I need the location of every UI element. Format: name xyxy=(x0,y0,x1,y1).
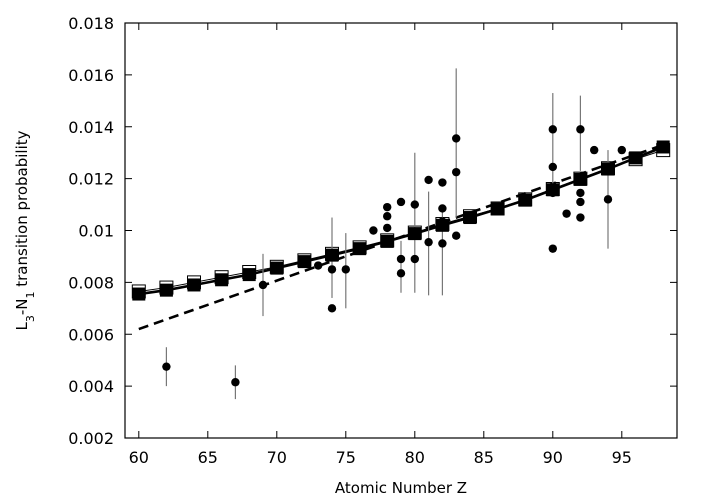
data-point xyxy=(341,265,350,274)
data-point xyxy=(548,244,557,253)
y-tick-label: 0.01 xyxy=(78,222,114,241)
data-point xyxy=(617,145,626,155)
x-tick-label: 60 xyxy=(129,448,149,467)
y-axis-title-subscript: 1 xyxy=(24,292,37,299)
data-point xyxy=(576,197,585,207)
data-point xyxy=(327,304,337,313)
x-tick-label: 75 xyxy=(336,448,356,467)
data-point xyxy=(424,175,433,185)
filled-square-marker xyxy=(546,183,560,197)
data-point xyxy=(576,125,585,134)
y-tick-label: 0.004 xyxy=(68,377,114,396)
data-point xyxy=(383,223,392,233)
filled-square-marker xyxy=(325,248,339,262)
data-point xyxy=(258,280,268,290)
data-point xyxy=(452,167,461,177)
y-tick-label: 0.018 xyxy=(68,14,114,33)
data-point xyxy=(396,269,406,278)
x-tick-label: 65 xyxy=(198,448,218,467)
filled-square-marker xyxy=(297,255,311,269)
y-tick-label: 0.006 xyxy=(68,325,114,344)
data-point xyxy=(548,125,557,134)
y-tick-label: 0.002 xyxy=(68,429,114,448)
y-tick-label: 0.014 xyxy=(68,118,114,137)
data-point xyxy=(603,195,613,204)
filled-square-marker xyxy=(132,287,146,301)
filled-square-marker xyxy=(518,193,532,207)
data-point xyxy=(562,209,571,218)
y-tick-label: 0.016 xyxy=(68,66,114,85)
x-tick-label: 95 xyxy=(612,448,632,467)
y-axis-title-part: L xyxy=(13,322,31,331)
y-axis-title: L3-N1 transition probability xyxy=(13,130,37,330)
filled-square-marker xyxy=(159,283,173,297)
data-point xyxy=(383,202,392,212)
plot-frame xyxy=(124,22,678,439)
data-point xyxy=(576,188,585,198)
data-point xyxy=(396,197,406,207)
filled-square-marker xyxy=(353,242,367,256)
filled-square-marker xyxy=(463,211,477,225)
y-tick-label: 0.008 xyxy=(68,273,114,292)
axes: 60 65 70 75 80 85 90 95 0.002 0.004 0.006 0.008 0.01… xyxy=(68,14,677,467)
data-point xyxy=(383,212,392,221)
filled-square-marker xyxy=(491,202,505,216)
filled-square-marker xyxy=(380,234,394,248)
filled-square-marker xyxy=(187,278,201,292)
y-axis-title-subscript: 3 xyxy=(24,315,37,322)
filled-square-marker xyxy=(215,273,229,287)
data-point xyxy=(410,254,419,264)
y-axis-title-part: -N xyxy=(13,299,31,316)
filled-square-marker xyxy=(435,218,449,232)
data-point xyxy=(452,134,461,143)
data-point xyxy=(369,226,378,235)
dashed-fit-line xyxy=(138,143,664,331)
x-tick-label: 85 xyxy=(474,448,494,467)
plot-area xyxy=(131,68,671,400)
filled-square-marker xyxy=(242,268,256,282)
data-point xyxy=(162,362,171,371)
data-point xyxy=(576,213,585,222)
filled-square-marker xyxy=(629,151,643,165)
data-point xyxy=(438,239,447,248)
y-axis-title-part: transition probability xyxy=(13,130,31,291)
x-tick-label: 70 xyxy=(267,448,287,467)
filled-square-marker xyxy=(270,261,284,275)
data-point xyxy=(231,378,240,387)
data-point xyxy=(438,204,447,213)
data-point xyxy=(327,265,337,274)
data-point xyxy=(548,162,557,172)
filled-square-marker xyxy=(601,162,615,176)
data-point xyxy=(438,178,447,187)
data-point xyxy=(424,237,433,247)
data-point xyxy=(410,200,419,209)
filled-square-marker xyxy=(573,172,587,186)
x-tick-label: 90 xyxy=(543,448,563,467)
data-point xyxy=(452,231,461,240)
data-point xyxy=(590,145,599,155)
x-axis-title: Atomic Number Z xyxy=(335,479,467,497)
filled-square-marker xyxy=(656,140,670,154)
data-point xyxy=(314,261,323,270)
y-tick-label: 0.012 xyxy=(68,170,114,189)
filled-square-marker xyxy=(408,227,422,241)
data-point xyxy=(396,254,406,264)
x-tick-label: 80 xyxy=(405,448,425,467)
